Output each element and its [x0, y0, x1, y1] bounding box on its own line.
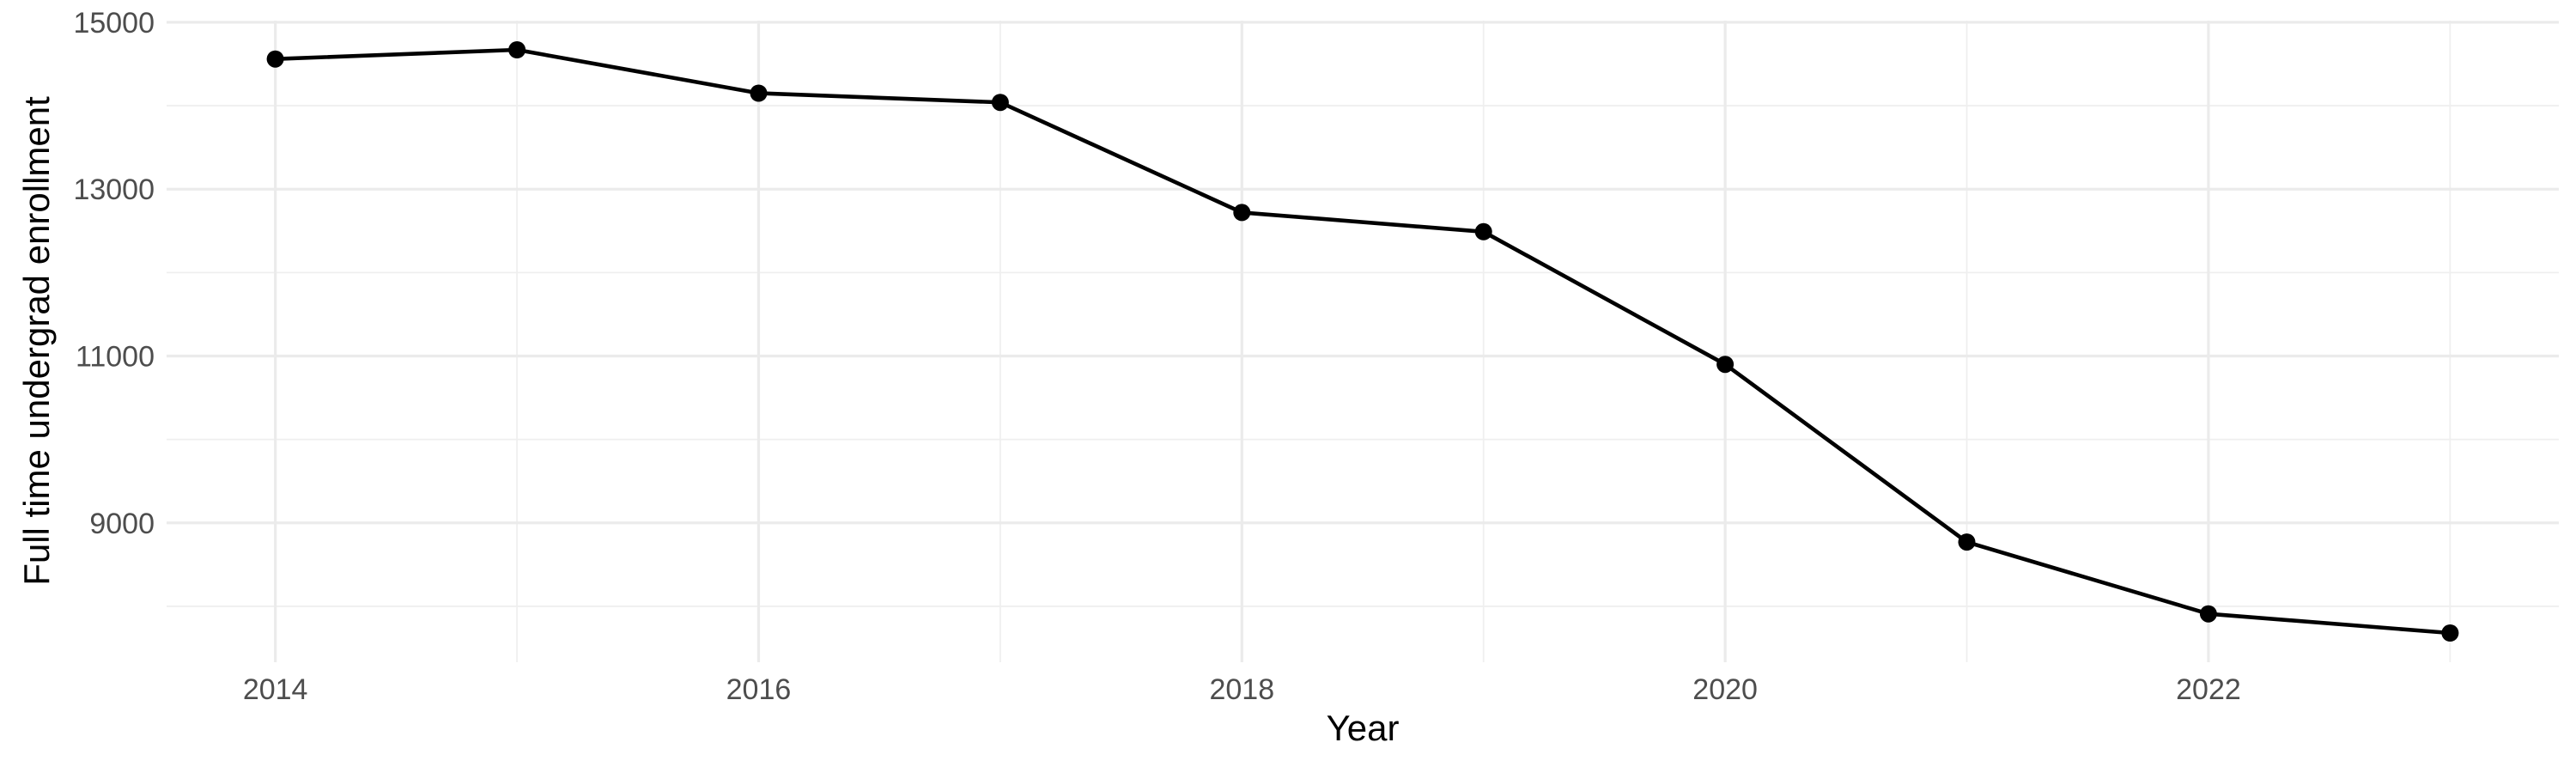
x-tick-label: 2018: [1209, 673, 1274, 706]
data-point: [2199, 605, 2217, 623]
x-tick-labels: 2014 2016 2018 2020 2022: [243, 673, 2241, 706]
y-tick-label: 15000: [73, 7, 155, 40]
data-point: [1233, 204, 1251, 222]
data-line: [273, 47, 2452, 636]
data-point: [266, 50, 284, 68]
x-tick-label: 2020: [1692, 673, 1758, 706]
gridlines-minor: [167, 21, 2559, 662]
data-point: [1716, 356, 1735, 374]
data-point: [1474, 222, 1492, 240]
y-tick-label: 9000: [89, 508, 155, 540]
x-tick-label: 2022: [2176, 673, 2241, 706]
y-tick-labels: 9000 11000 13000 15000: [73, 7, 155, 540]
data-points: [266, 41, 2459, 642]
data-point: [1958, 533, 1976, 551]
gridlines-major: [167, 21, 2559, 662]
data-point: [2441, 624, 2459, 642]
y-tick-label: 13000: [73, 173, 155, 206]
x-axis-title: Year: [1327, 708, 1400, 748]
data-point: [991, 94, 1009, 112]
data-point: [508, 41, 526, 58]
y-tick-label: 11000: [76, 340, 155, 373]
x-tick-label: 2014: [243, 673, 308, 706]
y-axis-title: Full time undergrad enrollment: [16, 96, 57, 586]
x-tick-label: 2016: [726, 673, 792, 706]
data-point: [750, 84, 768, 102]
